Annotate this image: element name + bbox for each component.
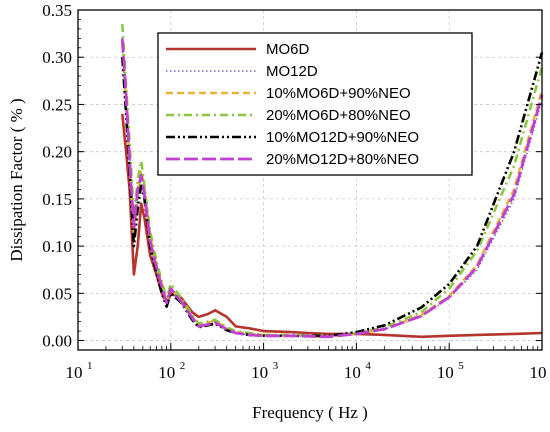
y-tick-label: 0.10	[42, 237, 72, 256]
x-tick-label: 10 4	[344, 360, 372, 382]
legend-entry: 10%MO12D+90%NEO	[166, 129, 419, 146]
x-tick-exponent: 3	[273, 360, 279, 372]
y-tick-label: 0.00	[42, 332, 72, 351]
x-tick-base: 10	[437, 363, 454, 382]
legend-entry: 10%MO6D+90%NEO	[166, 85, 411, 102]
x-tick-label: 10 5	[437, 360, 465, 382]
legend-label: 20%MO6D+80%NEO	[266, 107, 411, 124]
series-line-4	[121, 24, 544, 338]
legend: MO6D MO12D 10%MO6D+90%NEO 20%MO6D+80%NEO 10%…	[157, 32, 473, 176]
y-axis-title: Dissipation Factor ( % )	[7, 98, 26, 261]
y-tick-label: 0.20	[42, 143, 72, 162]
x-tick-exponent: 1	[87, 360, 93, 372]
series-line-1	[121, 113, 543, 339]
series-layer	[120, 24, 544, 339]
x-tick-base: 10	[66, 363, 83, 382]
x-tick-label: 10 3	[251, 360, 279, 382]
legend-label: 10%MO12D+90%NEO	[266, 129, 419, 146]
x-tick-label: 106	[530, 363, 547, 382]
legend-entry: 20%MO12D+80%NEO	[166, 151, 419, 168]
legend-label: MO6D	[266, 41, 310, 58]
y-tick-label: 0.25	[42, 95, 72, 114]
x-tick-label: 10 1	[66, 360, 93, 382]
series-line-6	[120, 38, 544, 339]
legend-entry: MO6D	[166, 41, 310, 58]
legend-label: 20%MO12D+80%NEO	[266, 151, 419, 168]
y-tick-label: 0.15	[42, 190, 72, 209]
legend-entry: 20%MO6D+80%NEO	[166, 107, 411, 124]
x-tick-exponent: 5	[458, 360, 464, 372]
series-line-5	[121, 52, 544, 338]
legend-label: 10%MO6D+90%NEO	[266, 85, 411, 102]
x-tick-exponent: 4	[365, 360, 371, 372]
y-tick-label: 0.30	[42, 48, 72, 67]
x-tick-base: 10	[158, 363, 175, 382]
x-tick-label: 10 2	[158, 360, 185, 382]
x-axis-title: Frequency ( Hz )	[252, 403, 368, 422]
x-tick-base: 10	[251, 363, 268, 382]
legend-label: MO12D	[266, 63, 318, 80]
y-tick-label: 0.35	[42, 1, 72, 20]
legend-box	[157, 32, 473, 176]
x-tick-base: 10	[344, 363, 361, 382]
legend-entry: MO12D	[166, 63, 318, 80]
y-tick-label: 0.05	[42, 284, 72, 303]
x-tick-exponent: 2	[180, 360, 186, 372]
x-tick-base: 10	[530, 363, 547, 382]
